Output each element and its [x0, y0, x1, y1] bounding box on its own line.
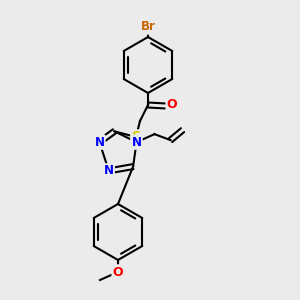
Text: N: N: [104, 164, 114, 177]
Text: Br: Br: [141, 20, 155, 34]
Text: S: S: [131, 130, 140, 143]
Text: N: N: [94, 136, 104, 148]
Text: O: O: [167, 98, 177, 112]
Text: O: O: [113, 266, 123, 278]
Text: N: N: [131, 136, 142, 148]
